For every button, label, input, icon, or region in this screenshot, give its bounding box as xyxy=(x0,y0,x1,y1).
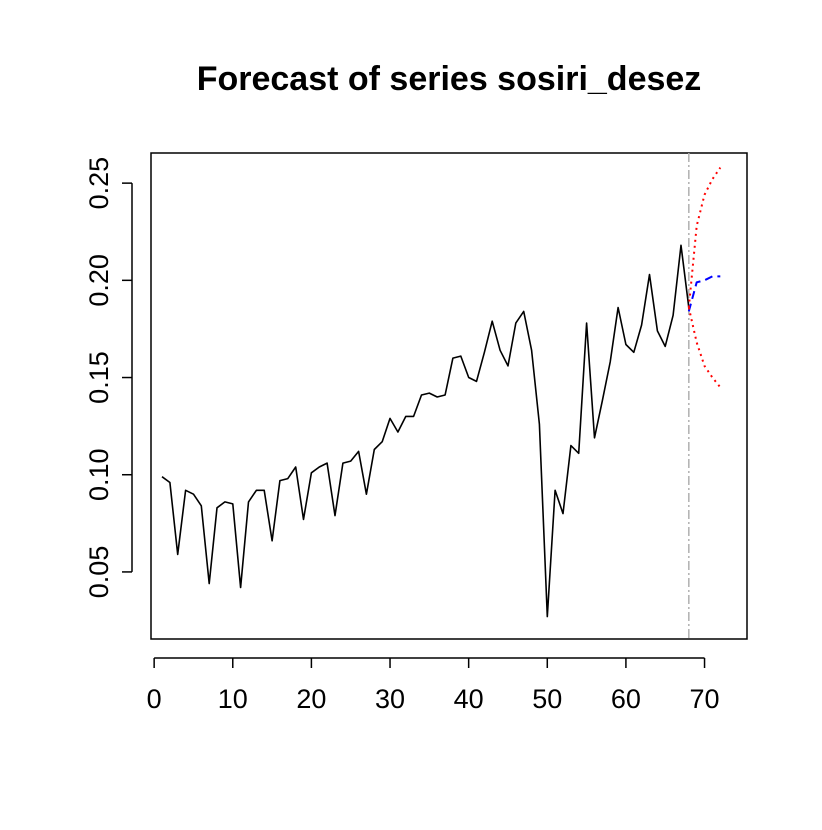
x-tick-label: 20 xyxy=(296,684,326,714)
forecast-series-line xyxy=(687,275,721,312)
x-tick-label: 60 xyxy=(611,684,641,714)
plot-area: 0 10 20 30 40 50 60 70 0.05 0.10 0.15 0.20 0.25 xyxy=(84,152,748,714)
x-tick-label: 50 xyxy=(532,684,562,714)
x-tick-label: 70 xyxy=(690,684,720,714)
plot-frame xyxy=(150,152,748,640)
upper-bound-series-line xyxy=(687,167,722,308)
y-tick-label: 0.25 xyxy=(84,157,114,210)
chart-title: Forecast of series sosiri_desez xyxy=(197,60,702,98)
y-tick-label: 0.15 xyxy=(84,351,114,404)
x-tick-label: 30 xyxy=(375,684,405,714)
y-tick-label: 0.10 xyxy=(84,448,114,501)
lower-bound-series-line xyxy=(687,307,722,388)
observed-series-line xyxy=(161,244,690,618)
y-tick-label: 0.05 xyxy=(84,546,114,599)
x-tick-label: 40 xyxy=(454,684,484,714)
y-tick-label: 0.20 xyxy=(84,254,114,307)
x-tick-label: 10 xyxy=(218,684,248,714)
x-tick-label: 0 xyxy=(147,684,162,714)
